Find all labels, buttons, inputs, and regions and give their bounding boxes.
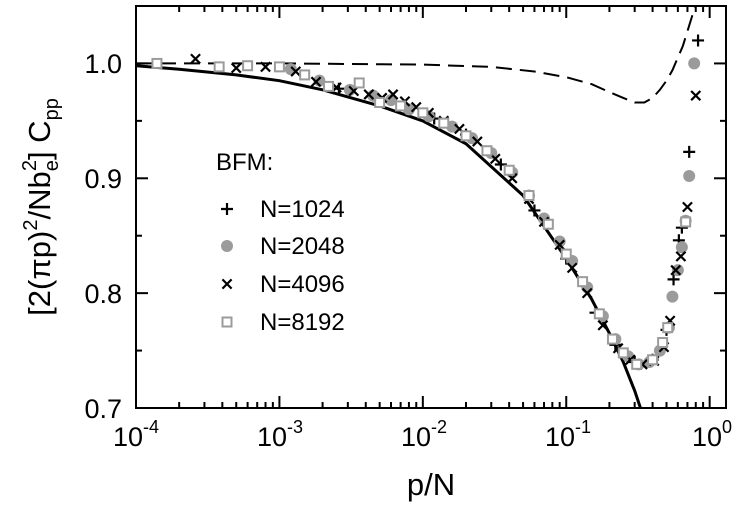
data-point <box>385 94 398 107</box>
series-n2048 <box>284 57 701 371</box>
data-point <box>523 190 535 202</box>
data-point <box>417 107 429 119</box>
data-point <box>230 62 242 74</box>
legend-marker <box>221 278 233 290</box>
x-axis-label: p/N <box>407 467 455 502</box>
data-point <box>682 201 693 213</box>
x-tick-label: 10-3 <box>257 417 303 452</box>
data-point <box>242 60 254 72</box>
legend-markers <box>221 203 233 328</box>
series-n4096 <box>190 53 702 370</box>
data-point <box>310 76 322 88</box>
data-point <box>503 164 515 176</box>
axis-ticks <box>135 5 726 409</box>
data-point <box>213 61 225 73</box>
data-point <box>581 287 593 299</box>
data-point <box>353 77 365 89</box>
data-points <box>151 34 705 371</box>
data-point <box>577 276 589 288</box>
data-point <box>692 34 705 47</box>
legend-marker <box>221 240 233 252</box>
legend-marker <box>221 316 233 328</box>
y-axis-label: [2(πp)2/Nbe2] Cpp <box>19 98 63 316</box>
x-tick-labels: 10-4 10-3 10-2 10-1 100 <box>113 417 732 452</box>
legend-title: BFM: <box>216 149 273 176</box>
data-point <box>688 57 701 70</box>
data-point <box>617 347 629 359</box>
data-point <box>683 169 696 182</box>
data-point <box>494 158 507 171</box>
data-point <box>597 319 609 331</box>
plot-frame <box>135 5 727 409</box>
legend-label-n4096: N=4096 <box>260 271 345 298</box>
data-point <box>471 136 483 147</box>
data-point <box>553 235 566 248</box>
data-point <box>528 204 541 217</box>
data-point <box>560 248 572 260</box>
data-point <box>675 241 688 254</box>
plot-area <box>135 5 727 409</box>
data-point <box>593 308 605 320</box>
x-tick-label: 100 <box>692 417 732 452</box>
data-point <box>675 251 687 262</box>
series-n8192 <box>151 57 692 370</box>
solid-curve <box>136 64 643 408</box>
data-point <box>299 69 311 81</box>
data-point <box>190 53 201 65</box>
data-point <box>554 239 566 251</box>
data-point <box>438 117 450 129</box>
legend-marker <box>221 203 233 215</box>
data-point <box>647 354 659 366</box>
data-point <box>671 264 684 277</box>
data-point <box>481 145 493 157</box>
data-point <box>657 337 669 349</box>
dashed-curve <box>136 6 697 104</box>
y-tick-labels: 0.7 0.8 0.9 1.0 <box>84 49 122 424</box>
data-point <box>395 100 407 112</box>
data-point <box>260 61 271 73</box>
data-point <box>662 322 674 334</box>
data-point <box>542 218 554 230</box>
data-point <box>666 290 679 303</box>
data-point <box>460 130 472 142</box>
data-point <box>363 89 375 100</box>
data-point <box>680 216 692 228</box>
data-point <box>374 96 386 108</box>
data-point <box>667 273 680 286</box>
model-curves <box>136 6 697 408</box>
x-tick-label: 10-2 <box>401 417 447 452</box>
y-tick-label: 0.8 <box>84 279 122 309</box>
data-point <box>670 264 682 276</box>
data-point <box>387 89 399 100</box>
legend-label-n8192: N=8192 <box>260 309 345 336</box>
data-point <box>566 262 578 274</box>
data-point <box>631 358 643 370</box>
series-n1024 <box>332 34 705 369</box>
data-point <box>606 333 618 345</box>
data-point <box>273 61 285 73</box>
x-tick-label: 10-4 <box>113 417 159 452</box>
data-point <box>690 90 702 101</box>
data-point <box>323 80 335 92</box>
y-tick-label: 0.9 <box>84 164 122 194</box>
legend-label-n1024: N=1024 <box>260 196 345 223</box>
data-point <box>290 66 302 77</box>
data-point <box>683 145 696 158</box>
legend: BFM: N=1024 N=2048 N=4096 N=8192 <box>216 149 345 336</box>
y-tick-label: 1.0 <box>84 49 122 79</box>
y-tick-label: 0.7 <box>84 394 122 424</box>
data-point <box>151 57 163 69</box>
legend-label-n2048: N=2048 <box>260 233 345 260</box>
x-tick-label: 10-1 <box>545 417 591 452</box>
